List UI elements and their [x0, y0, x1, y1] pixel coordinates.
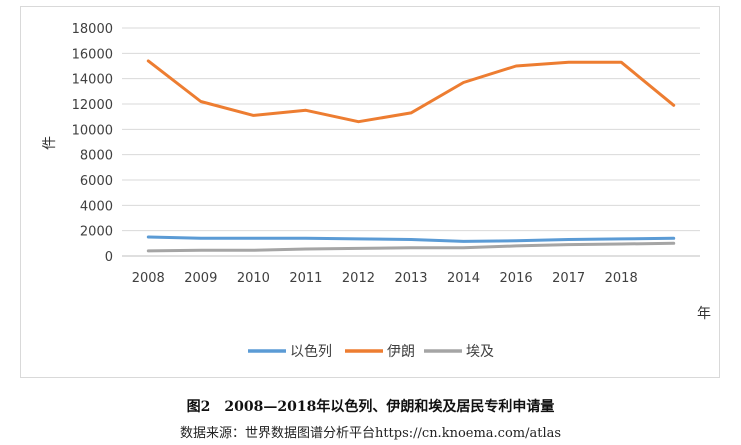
x-tick-label: 2018 — [605, 271, 638, 286]
x-tick-label: 2017 — [552, 271, 585, 286]
x-tick-label: 2016 — [500, 271, 533, 286]
x-axis-title: 年 — [697, 306, 711, 322]
legend-label: 以色列 — [290, 343, 332, 360]
x-tick-label: 2009 — [184, 271, 217, 286]
x-tick-label: 2013 — [394, 271, 427, 286]
x-axis-ticks: 2008 2009 2010 2011 2012 2013 2014 2016 2017 2018 — [132, 271, 638, 286]
series-lines — [146, 59, 676, 253]
series-line-埃及 — [146, 241, 676, 253]
chart-frame — [20, 6, 720, 378]
x-tick-label: 2012 — [342, 271, 375, 286]
x-tick-label: 2011 — [289, 271, 322, 286]
figure-caption: 图2 2008—2018年以色列、伊朗和埃及居民专利申请量 — [186, 399, 555, 415]
legend-label: 伊朗 — [387, 344, 415, 360]
y-tick-label: 18000 — [72, 22, 113, 37]
x-tick-label: 2014 — [447, 271, 480, 286]
y-tick-label: 10000 — [72, 123, 113, 138]
y-tick-label: 4000 — [80, 199, 113, 214]
y-tick-label: 16000 — [72, 47, 113, 62]
y-tick-label: 12000 — [72, 98, 113, 113]
series-line-以色列 — [146, 235, 676, 243]
y-tick-label: 8000 — [80, 149, 113, 164]
legend: 以色列 伊朗 埃及 — [248, 343, 494, 360]
series-line-伊朗 — [146, 59, 676, 124]
y-tick-label: 6000 — [80, 174, 113, 189]
y-tick-label: 14000 — [72, 73, 113, 88]
y-tick-label: 0 — [105, 250, 113, 265]
line-chart: 0 2000 4000 6000 8000 10000 12000 14000 16000 180… — [42, 22, 711, 360]
x-tick-label: 2010 — [237, 271, 270, 286]
data-source-note: 数据来源：世界数据图谱分析平台https://cn.knoema.com/atl… — [179, 426, 562, 441]
legend-label: 埃及 — [466, 344, 494, 360]
y-axis-ticks: 0 2000 4000 6000 8000 10000 12000 14000 16000 180… — [72, 22, 113, 265]
x-tick-label: 2008 — [132, 271, 165, 286]
y-axis-title: 件 — [42, 136, 58, 150]
gridlines — [122, 27, 700, 257]
y-tick-label: 2000 — [80, 225, 113, 240]
